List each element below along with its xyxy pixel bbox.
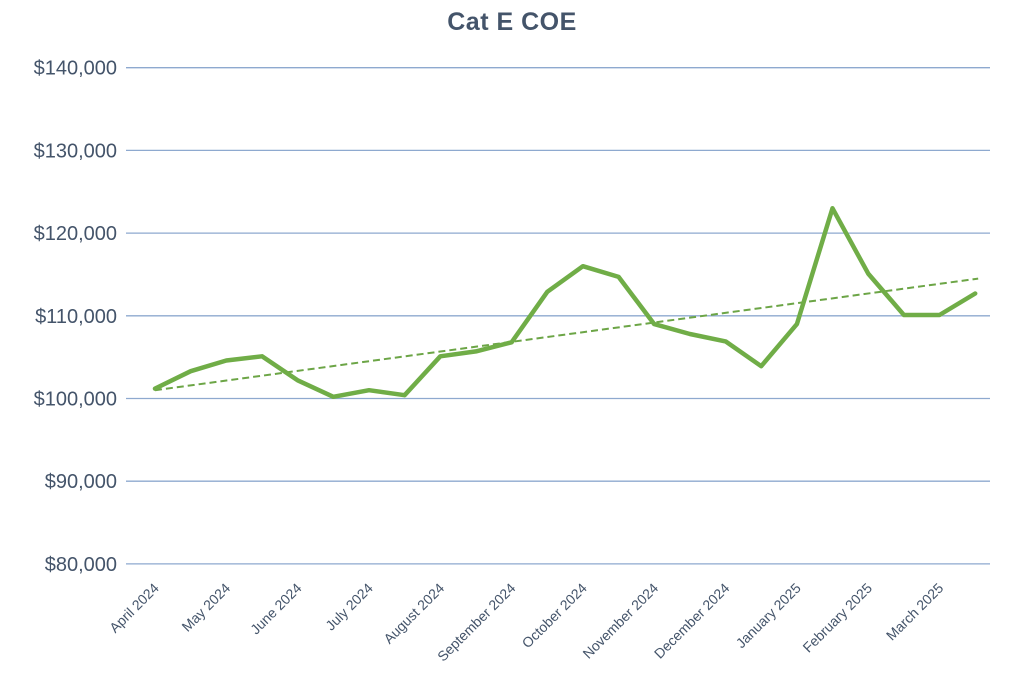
y-axis-tick-label: $100,000 bbox=[34, 389, 117, 411]
x-axis-tick-label: December 2024 bbox=[651, 580, 733, 662]
chart-title: Cat E COE bbox=[447, 8, 577, 36]
x-axis-tick-label: July 2024 bbox=[322, 580, 376, 634]
x-axis-tick-label: October 2024 bbox=[519, 580, 590, 651]
y-axis-tick-label: $120,000 bbox=[34, 223, 117, 245]
series-line bbox=[152, 206, 978, 400]
x-axis-tick-label: August 2024 bbox=[380, 580, 447, 647]
y-axis-tick-label: $130,000 bbox=[34, 140, 117, 162]
y-axis-tick-label: $80,000 bbox=[45, 554, 117, 576]
x-axis-tick-label: February 2025 bbox=[799, 580, 875, 656]
x-axis-tick-label: March 2025 bbox=[883, 580, 947, 644]
x-axis-tick-label: April 2024 bbox=[106, 580, 162, 636]
y-axis-tick-label: $140,000 bbox=[34, 58, 117, 80]
x-axis-tick-label: May 2024 bbox=[178, 580, 233, 635]
trendline bbox=[154, 277, 979, 392]
x-axis-tick-label: November 2024 bbox=[579, 580, 661, 662]
y-axis-tick-label: $110,000 bbox=[35, 306, 117, 328]
x-axis-tick-label: June 2024 bbox=[247, 580, 305, 638]
x-axis-tick-label: January 2025 bbox=[733, 580, 804, 651]
x-axis-tick-label: September 2024 bbox=[434, 580, 519, 665]
y-axis-tick-label: $90,000 bbox=[45, 471, 117, 493]
